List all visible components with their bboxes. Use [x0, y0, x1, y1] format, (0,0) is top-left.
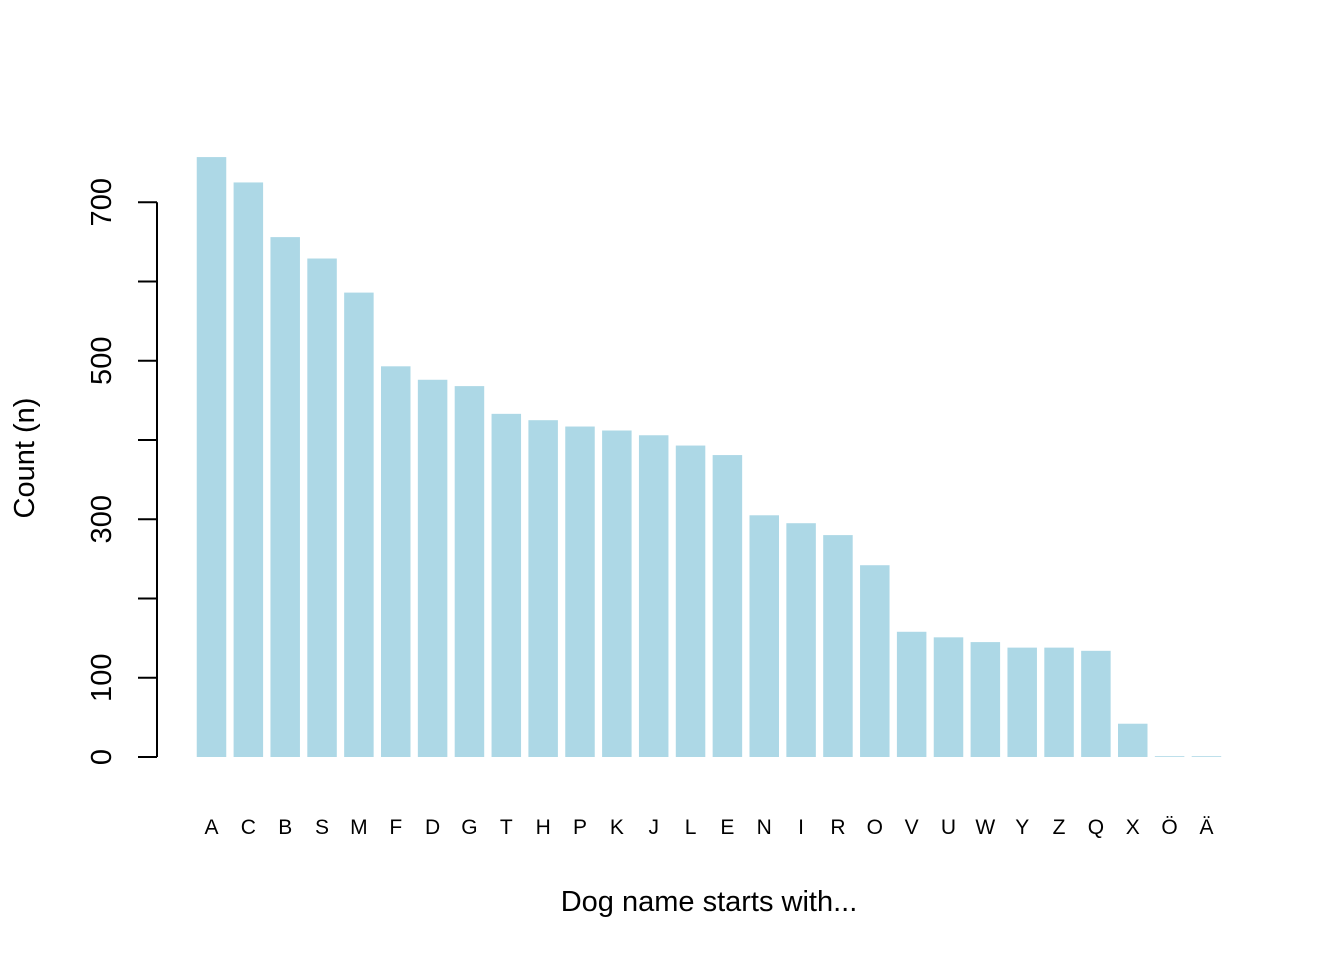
x-tick-label: K [610, 816, 624, 839]
x-tick-label: C [241, 816, 256, 839]
x-tick-label: V [905, 816, 919, 839]
bar-J [638, 435, 669, 757]
bar-Q [1081, 650, 1111, 757]
x-tick-label: I [798, 816, 804, 839]
x-tick-label: M [350, 816, 368, 839]
y-tick-label: 300 [86, 495, 118, 543]
bar-R [823, 535, 853, 757]
x-tick-label: U [941, 816, 956, 839]
bar-H [528, 420, 558, 757]
bar-S [307, 258, 337, 757]
bar-P [565, 426, 595, 757]
bar-K [602, 430, 632, 757]
x-tick-label: J [648, 816, 659, 839]
x-tick-label: T [500, 816, 513, 839]
bar-Ö [1154, 756, 1185, 757]
bar-L [675, 445, 706, 757]
x-tick-label: Z [1053, 816, 1066, 839]
bar-U [933, 637, 964, 757]
x-tick-label: R [830, 816, 845, 839]
x-tick-label: D [425, 816, 440, 839]
x-tick-label: P [573, 816, 587, 839]
bar-A [196, 157, 227, 757]
y-tick-label: 700 [86, 178, 118, 226]
y-axis: 0 100 300 500 700 [86, 178, 158, 765]
bar-Z [1044, 647, 1074, 757]
bar-G [454, 386, 485, 757]
bars-group [196, 157, 1222, 757]
bar-T [491, 413, 522, 757]
x-tick-label: B [278, 816, 292, 839]
bar-I [786, 523, 816, 757]
bar-Ä [1191, 756, 1222, 757]
x-tick-label: L [685, 816, 697, 839]
x-tick-label: A [204, 816, 218, 839]
y-tick-label: 100 [86, 654, 118, 702]
x-tick-label: Ö [1161, 816, 1177, 839]
x-tick-label: W [975, 816, 995, 839]
y-tick-label: 0 [86, 749, 118, 765]
bar-X [1118, 723, 1148, 757]
x-tick-label: F [389, 816, 402, 839]
x-tick-label: E [720, 816, 734, 839]
y-axis-title: Count (n) [9, 398, 41, 519]
x-tick-label: H [536, 816, 551, 839]
x-tick-label: Q [1088, 816, 1104, 839]
bar-F [381, 366, 411, 757]
bar-N [749, 515, 779, 757]
x-tick-label: G [461, 816, 477, 839]
bar-D [417, 379, 448, 757]
x-tick-label: O [867, 816, 883, 839]
bar-M [344, 292, 374, 757]
bar-B [270, 237, 300, 757]
bar-C [233, 182, 264, 757]
bar-W [970, 642, 1001, 757]
x-tick-label: S [315, 816, 329, 839]
bar-E [712, 455, 743, 757]
bar-Y [1007, 647, 1037, 757]
x-tick-label: Y [1015, 816, 1029, 839]
x-tick-label: N [757, 816, 772, 839]
x-axis-title: Dog name starts with... [561, 886, 858, 918]
x-tick-label: Ä [1199, 816, 1213, 839]
bar-O [860, 565, 890, 757]
y-tick-label: 500 [86, 337, 118, 385]
x-tick-label: X [1126, 816, 1140, 839]
bar-V [896, 631, 927, 757]
